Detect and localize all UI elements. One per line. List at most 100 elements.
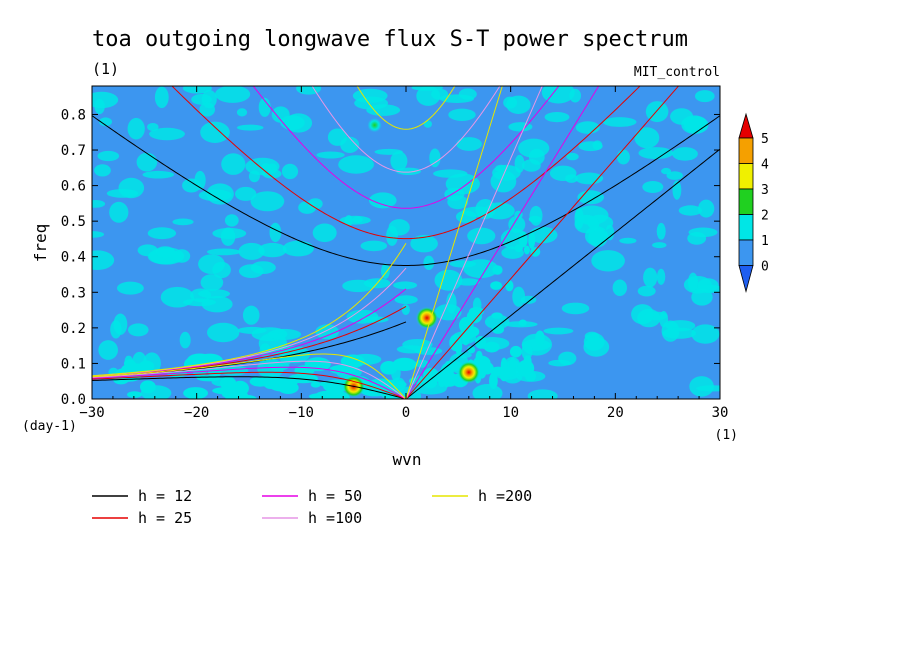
power-patch bbox=[695, 90, 715, 103]
power-contours bbox=[92, 86, 720, 399]
rossby-wave-curve bbox=[92, 353, 407, 399]
chart-subtitle-left: (1) bbox=[92, 60, 119, 78]
power-patch bbox=[548, 359, 571, 367]
power-patch bbox=[472, 384, 503, 399]
power-patch bbox=[206, 248, 241, 256]
power-patch bbox=[394, 295, 418, 305]
power-patch bbox=[527, 389, 558, 399]
power-patch bbox=[381, 263, 390, 279]
power-patch bbox=[528, 148, 545, 165]
legend: h = 12 h = 25 h = 50 h =100 h =200 bbox=[92, 487, 532, 527]
legend-item: h = 12 bbox=[92, 487, 192, 505]
power-patch bbox=[239, 264, 264, 278]
power-patch bbox=[672, 147, 698, 161]
power-patch bbox=[423, 255, 435, 270]
power-patch bbox=[429, 148, 441, 168]
power-patch bbox=[474, 336, 487, 349]
inertia-gravity-curve bbox=[92, 115, 720, 266]
power-patch bbox=[262, 374, 279, 390]
power-patch bbox=[661, 167, 672, 175]
power-patch bbox=[136, 152, 158, 172]
power-patch bbox=[448, 108, 476, 122]
power-patch bbox=[549, 165, 577, 181]
power-patch bbox=[282, 240, 314, 257]
power-patch bbox=[637, 285, 656, 297]
power-patch bbox=[199, 102, 215, 117]
power-patch bbox=[271, 106, 290, 123]
power-patch bbox=[423, 120, 432, 128]
power-patch bbox=[543, 327, 574, 335]
power-patch bbox=[220, 227, 236, 246]
power-patch bbox=[583, 337, 610, 357]
x-axis-label: wvn bbox=[393, 450, 422, 469]
power-patch bbox=[445, 173, 480, 195]
power-patch bbox=[697, 278, 719, 293]
power-patch bbox=[523, 245, 530, 255]
power-patch bbox=[140, 380, 156, 394]
power-patch bbox=[269, 222, 282, 243]
power-patch bbox=[566, 152, 579, 161]
power-patch bbox=[313, 390, 337, 399]
colorbar-label: 4 bbox=[761, 158, 769, 173]
y-tick-label: 0.6 bbox=[61, 179, 86, 195]
power-patch bbox=[281, 163, 299, 180]
power-patch bbox=[670, 108, 694, 125]
dispersion-curve-h200 bbox=[92, 86, 503, 399]
power-patch bbox=[138, 360, 155, 373]
power-patch bbox=[528, 226, 558, 244]
power-patch bbox=[369, 192, 397, 209]
power-patch bbox=[688, 272, 698, 292]
power-patch bbox=[127, 117, 145, 140]
inertia-gravity-curve bbox=[311, 86, 501, 173]
power-patch bbox=[530, 247, 541, 257]
power-patch bbox=[634, 127, 660, 149]
y-tick-label: 0.1 bbox=[61, 356, 86, 372]
power-patch bbox=[392, 357, 417, 371]
power-patch bbox=[491, 324, 505, 334]
power-patch bbox=[147, 123, 159, 131]
power-patch bbox=[344, 215, 353, 227]
colorbar-label: 2 bbox=[761, 209, 769, 224]
power-patch bbox=[285, 113, 313, 133]
power-patch bbox=[99, 117, 112, 127]
power-patch bbox=[310, 381, 321, 388]
power-patch bbox=[198, 289, 230, 299]
power-patch bbox=[523, 355, 532, 367]
x-tick-label: −10 bbox=[289, 405, 314, 421]
chart-subtitle-right: MIT_control bbox=[634, 65, 720, 80]
power-patch bbox=[248, 170, 260, 183]
legend-label: h =100 bbox=[308, 509, 362, 527]
power-patch bbox=[237, 326, 267, 334]
legend-item: h = 50 bbox=[262, 487, 362, 505]
power-patch bbox=[422, 377, 433, 385]
power-patch bbox=[489, 372, 498, 390]
colorbar-label: 0 bbox=[761, 260, 769, 275]
rossby-wave-curve bbox=[92, 376, 407, 399]
power-patch bbox=[512, 286, 526, 307]
power-patch bbox=[154, 86, 169, 109]
power-patch bbox=[212, 261, 231, 279]
power-patch bbox=[455, 339, 463, 354]
colorbar-segment bbox=[738, 188, 754, 215]
power-patch bbox=[366, 104, 401, 116]
power-patch bbox=[298, 201, 317, 214]
power-patch bbox=[689, 376, 714, 397]
power-patch bbox=[221, 390, 236, 398]
power-patch bbox=[528, 231, 536, 249]
power-patch bbox=[147, 227, 177, 240]
power-patch bbox=[147, 248, 181, 265]
y-tick-label: 0.4 bbox=[61, 250, 86, 266]
legend-label: h =200 bbox=[478, 487, 532, 505]
colorbar-arrow-top bbox=[738, 112, 754, 139]
legend-label: h = 12 bbox=[138, 487, 192, 505]
power-patch bbox=[503, 96, 517, 109]
power-patch bbox=[642, 181, 664, 193]
power-patch bbox=[236, 124, 264, 131]
power-patch bbox=[491, 312, 503, 319]
power-patch bbox=[191, 94, 213, 105]
power-patch bbox=[652, 242, 667, 249]
power-patch bbox=[282, 378, 298, 387]
power-patch bbox=[492, 265, 503, 275]
x-tick-label: 30 bbox=[712, 405, 729, 421]
power-patch bbox=[142, 170, 175, 179]
